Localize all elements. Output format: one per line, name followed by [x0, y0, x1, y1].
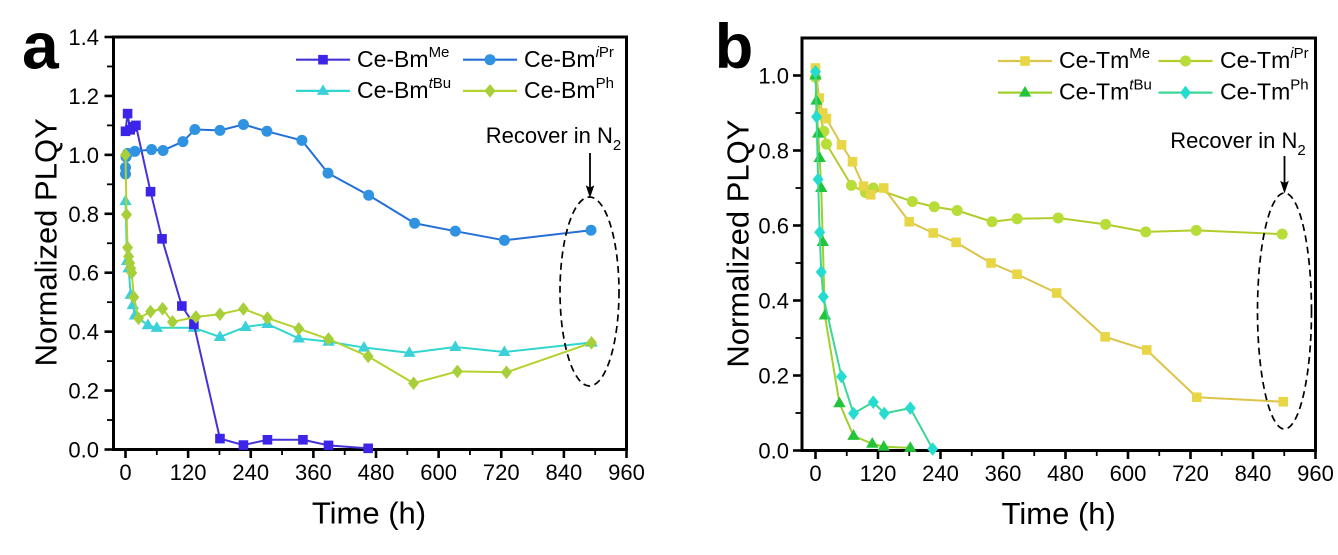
svg-text:480: 480	[358, 460, 395, 485]
svg-text:0.8: 0.8	[758, 139, 789, 164]
svg-text:840: 840	[1235, 461, 1272, 486]
svg-text:Ce-BmPh: Ce-BmPh	[524, 75, 614, 103]
svg-text:720: 720	[1172, 461, 1209, 486]
svg-text:240: 240	[232, 460, 269, 485]
svg-text:a: a	[22, 8, 60, 82]
svg-text:360: 360	[295, 460, 332, 485]
svg-text:0.8: 0.8	[68, 202, 99, 227]
svg-text:720: 720	[483, 460, 520, 485]
svg-text:240: 240	[922, 461, 959, 486]
svg-text:1.0: 1.0	[68, 143, 99, 168]
svg-text:Time (h): Time (h)	[1002, 496, 1116, 531]
svg-text:1.4: 1.4	[68, 25, 99, 50]
svg-text:0.4: 0.4	[758, 289, 789, 314]
svg-text:960: 960	[1297, 461, 1334, 486]
svg-text:0.6: 0.6	[68, 261, 99, 286]
svg-text:0.0: 0.0	[758, 439, 789, 464]
svg-text:b: b	[715, 12, 753, 82]
svg-text:1.2: 1.2	[68, 84, 99, 109]
svg-text:Time (h): Time (h)	[312, 496, 426, 531]
svg-text:0.4: 0.4	[68, 320, 99, 345]
svg-text:Ce-TmPh: Ce-TmPh	[1220, 77, 1309, 105]
svg-text:840: 840	[546, 460, 583, 485]
svg-text:Normalized PLQY: Normalized PLQY	[721, 120, 756, 368]
svg-text:Normalized PLQY: Normalized PLQY	[29, 118, 64, 366]
svg-text:600: 600	[420, 460, 457, 485]
svg-text:960: 960	[608, 460, 645, 485]
svg-text:0: 0	[119, 460, 131, 485]
svg-text:600: 600	[1110, 461, 1147, 486]
svg-text:0.6: 0.6	[758, 214, 789, 239]
svg-text:120: 120	[170, 460, 207, 485]
svg-text:0.2: 0.2	[758, 364, 789, 389]
svg-text:0.0: 0.0	[68, 438, 99, 463]
svg-text:1.0: 1.0	[758, 64, 789, 89]
svg-text:120: 120	[860, 461, 897, 486]
svg-text:0.2: 0.2	[68, 379, 99, 404]
svg-text:480: 480	[1047, 461, 1084, 486]
svg-text:360: 360	[985, 461, 1022, 486]
svg-text:0: 0	[809, 461, 821, 486]
